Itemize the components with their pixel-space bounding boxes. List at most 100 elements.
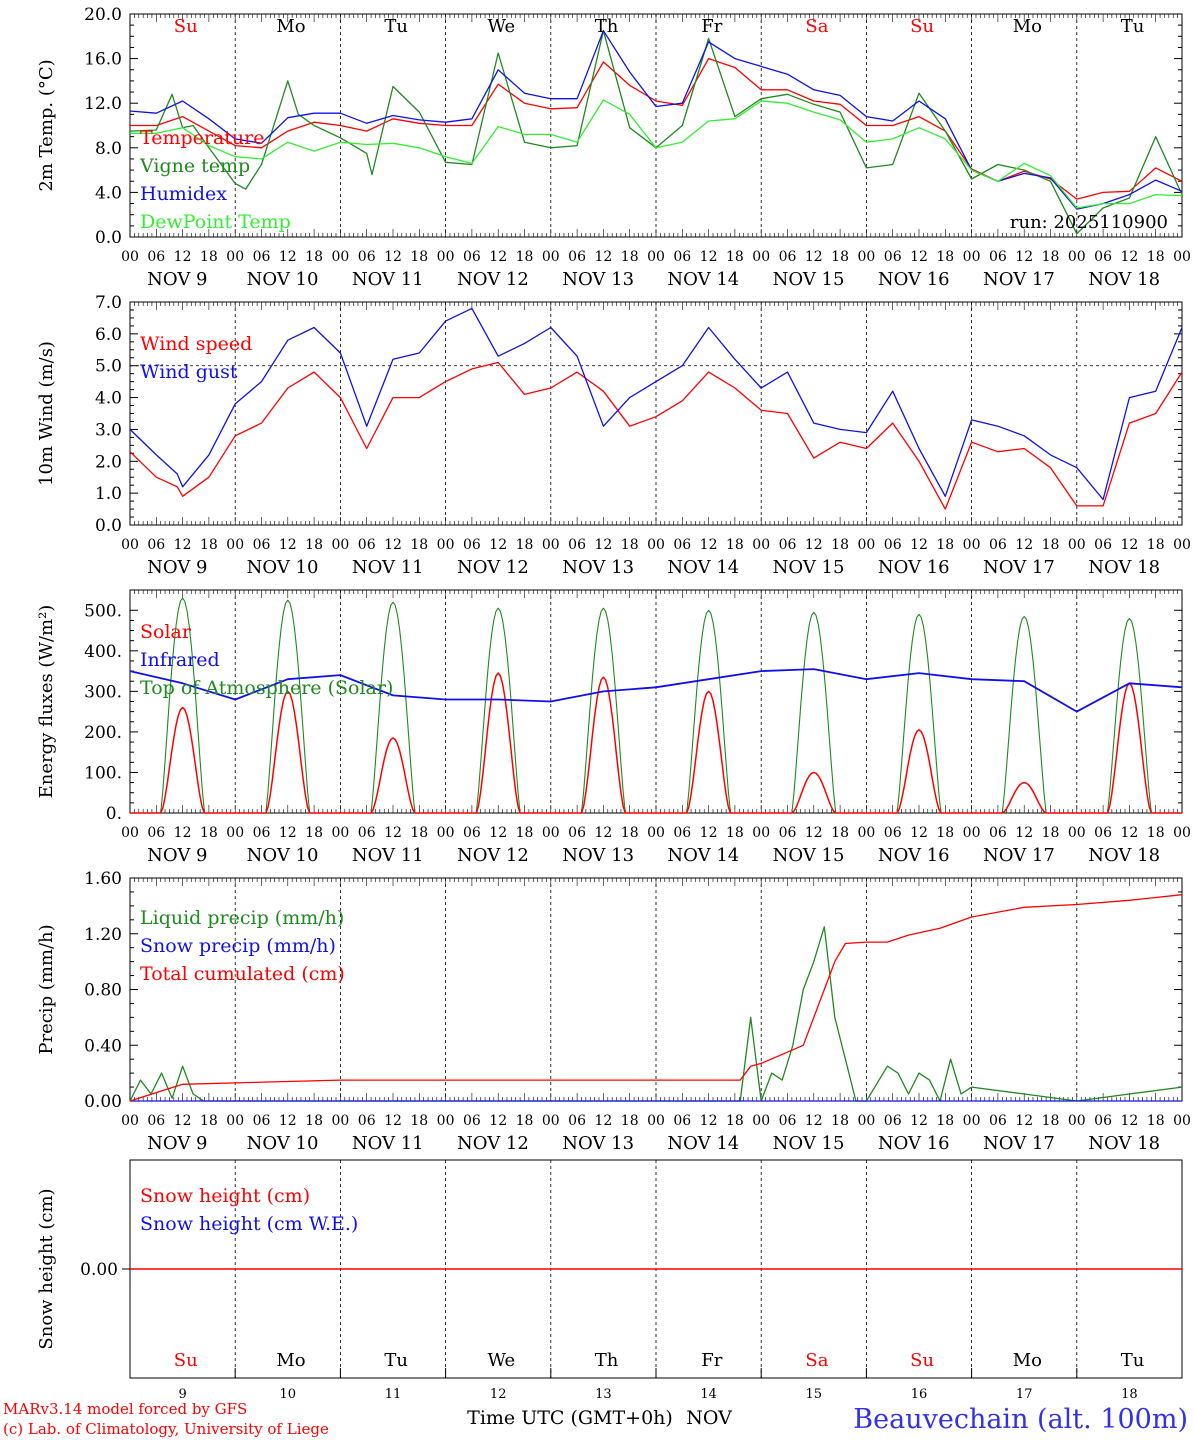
day-of-week-label: Th	[595, 16, 619, 37]
hour-tick-label: 00	[1173, 825, 1191, 841]
date-label: NOV 12	[457, 845, 529, 866]
series-temperature	[130, 57, 1183, 200]
bottom-day-label: 10	[280, 1387, 297, 1402]
bottom-day-label: 9	[178, 1387, 186, 1402]
hour-tick-label: 18	[726, 825, 744, 841]
legend-entry: Snow height (cm)	[140, 1185, 310, 1207]
hour-tick-label: 12	[1120, 825, 1138, 841]
hour-tick-label: 12	[489, 1113, 507, 1129]
hour-tick-label: 00	[752, 825, 770, 841]
y-tick-label: 1.0	[95, 484, 122, 504]
hour-tick-label: 00	[437, 825, 455, 841]
hour-tick-label: 00	[226, 537, 244, 553]
panel-wind: 0.0 1.0 2.0 3.0 4.0 5.0 6.0 7.0 10m Wind (m/s) 00…	[36, 293, 1191, 578]
bottom-day-label: 15	[806, 1387, 823, 1402]
hour-tick-label: 06	[884, 249, 902, 265]
hour-tick-label: 00	[331, 249, 349, 265]
x-axis-label: Time UTC (GMT+0h)	[467, 1407, 673, 1429]
hour-tick-label: 18	[621, 825, 639, 841]
hour-tick-label: 12	[700, 1113, 718, 1129]
series-total-cumulated-cm-	[129, 894, 1183, 1102]
hour-tick-label: 12	[279, 249, 297, 265]
hour-tick-label: 06	[147, 825, 165, 841]
date-label: NOV 18	[1088, 557, 1160, 578]
hour-tick-label: 18	[831, 825, 849, 841]
legend-entry: Vigne temp	[139, 155, 250, 177]
hour-tick-label: 00	[226, 1113, 244, 1129]
hour-tick-label: 12	[1015, 537, 1033, 553]
hour-tick-label: 00	[963, 537, 981, 553]
hour-tick-label: 12	[805, 537, 823, 553]
hour-tick-label: 12	[805, 249, 823, 265]
day-of-week-label: We	[488, 1350, 516, 1371]
hour-tick-label: 18	[621, 1113, 639, 1129]
panel-flux: 0. 100. 200. 300. 400. 500. Energy fluxes (W/m…	[36, 589, 1191, 866]
bottom-day-label: 18	[1121, 1387, 1138, 1402]
hour-tick-label: 18	[200, 249, 218, 265]
hour-tick-label: 06	[253, 537, 271, 553]
hour-tick-label: 06	[779, 825, 797, 841]
date-label: NOV 10	[247, 1133, 319, 1154]
panel-frame	[129, 13, 1183, 238]
y-tick-label: 4.0	[95, 389, 122, 409]
legend-entry: Snow precip (mm/h)	[140, 935, 336, 957]
y-tick-label: 100.	[84, 763, 122, 783]
hour-tick-label: 00	[647, 249, 665, 265]
hour-tick-label: 00	[857, 537, 875, 553]
date-label: NOV 18	[1088, 269, 1160, 290]
series-dewpoint-temp	[130, 99, 1183, 209]
hour-tick-label: 06	[358, 825, 376, 841]
hour-tick-label: 06	[253, 825, 271, 841]
date-label: NOV 10	[247, 845, 319, 866]
hour-tick-label: 06	[989, 1113, 1007, 1129]
hour-tick-label: 18	[726, 249, 744, 265]
hour-tick-label: 12	[489, 825, 507, 841]
hour-tick-label: 18	[516, 1113, 534, 1129]
hour-tick-label: 06	[1094, 537, 1112, 553]
hour-tick-label: 18	[516, 249, 534, 265]
hour-tick-label: 00	[542, 825, 560, 841]
day-of-week-label: Tu	[384, 16, 408, 37]
legend-entry: Wind speed	[140, 333, 252, 355]
hour-tick-label: 06	[358, 249, 376, 265]
y-axis-label: Energy fluxes (W/m²)	[36, 605, 57, 799]
date-label: NOV 13	[562, 1133, 634, 1154]
hour-tick-label: 00	[752, 1113, 770, 1129]
series-wind-speed	[129, 361, 1183, 510]
hour-tick-label: 18	[305, 1113, 323, 1129]
panel-precip: 0.00 0.40 0.80 1.20 1.60 Precip (mm/h) 00 06 12 1…	[36, 869, 1191, 1154]
hour-tick-label: 12	[174, 249, 192, 265]
hour-tick-label: 18	[1147, 249, 1165, 265]
hour-tick-label: 00	[647, 537, 665, 553]
date-label: NOV 13	[562, 269, 634, 290]
hour-tick-label: 00	[437, 249, 455, 265]
date-label: NOV 13	[562, 557, 634, 578]
hour-tick-label: 00	[857, 1113, 875, 1129]
hour-tick-label: 00	[121, 1113, 139, 1129]
date-label: NOV 12	[457, 1133, 529, 1154]
hour-tick-label: 12	[805, 1113, 823, 1129]
y-tick-label: 20.0	[84, 5, 122, 25]
hour-tick-label: 12	[279, 825, 297, 841]
day-of-week-label: Fr	[701, 16, 722, 37]
legend-entry: Liquid precip (mm/h)	[140, 907, 344, 929]
hour-tick-label: 12	[174, 825, 192, 841]
hour-tick-label: 06	[779, 537, 797, 553]
date-label: NOV 16	[878, 269, 950, 290]
y-tick-label: 200.	[84, 723, 122, 743]
day-of-week-label: Sa	[805, 1350, 828, 1371]
hour-tick-label: 00	[226, 825, 244, 841]
y-tick-label: 3.0	[95, 420, 122, 440]
hour-tick-label: 12	[279, 537, 297, 553]
hour-tick-label: 18	[1042, 825, 1060, 841]
hour-tick-label: 18	[1042, 537, 1060, 553]
hour-tick-label: 06	[463, 1113, 481, 1129]
hour-tick-label: 18	[621, 249, 639, 265]
hour-tick-label: 06	[1094, 825, 1112, 841]
hour-tick-label: 06	[358, 537, 376, 553]
y-tick-label: 0.80	[84, 981, 122, 1001]
date-label: NOV 15	[773, 845, 845, 866]
hour-tick-label: 18	[831, 1113, 849, 1129]
hour-tick-label: 06	[463, 537, 481, 553]
hour-tick-label: 00	[542, 249, 560, 265]
